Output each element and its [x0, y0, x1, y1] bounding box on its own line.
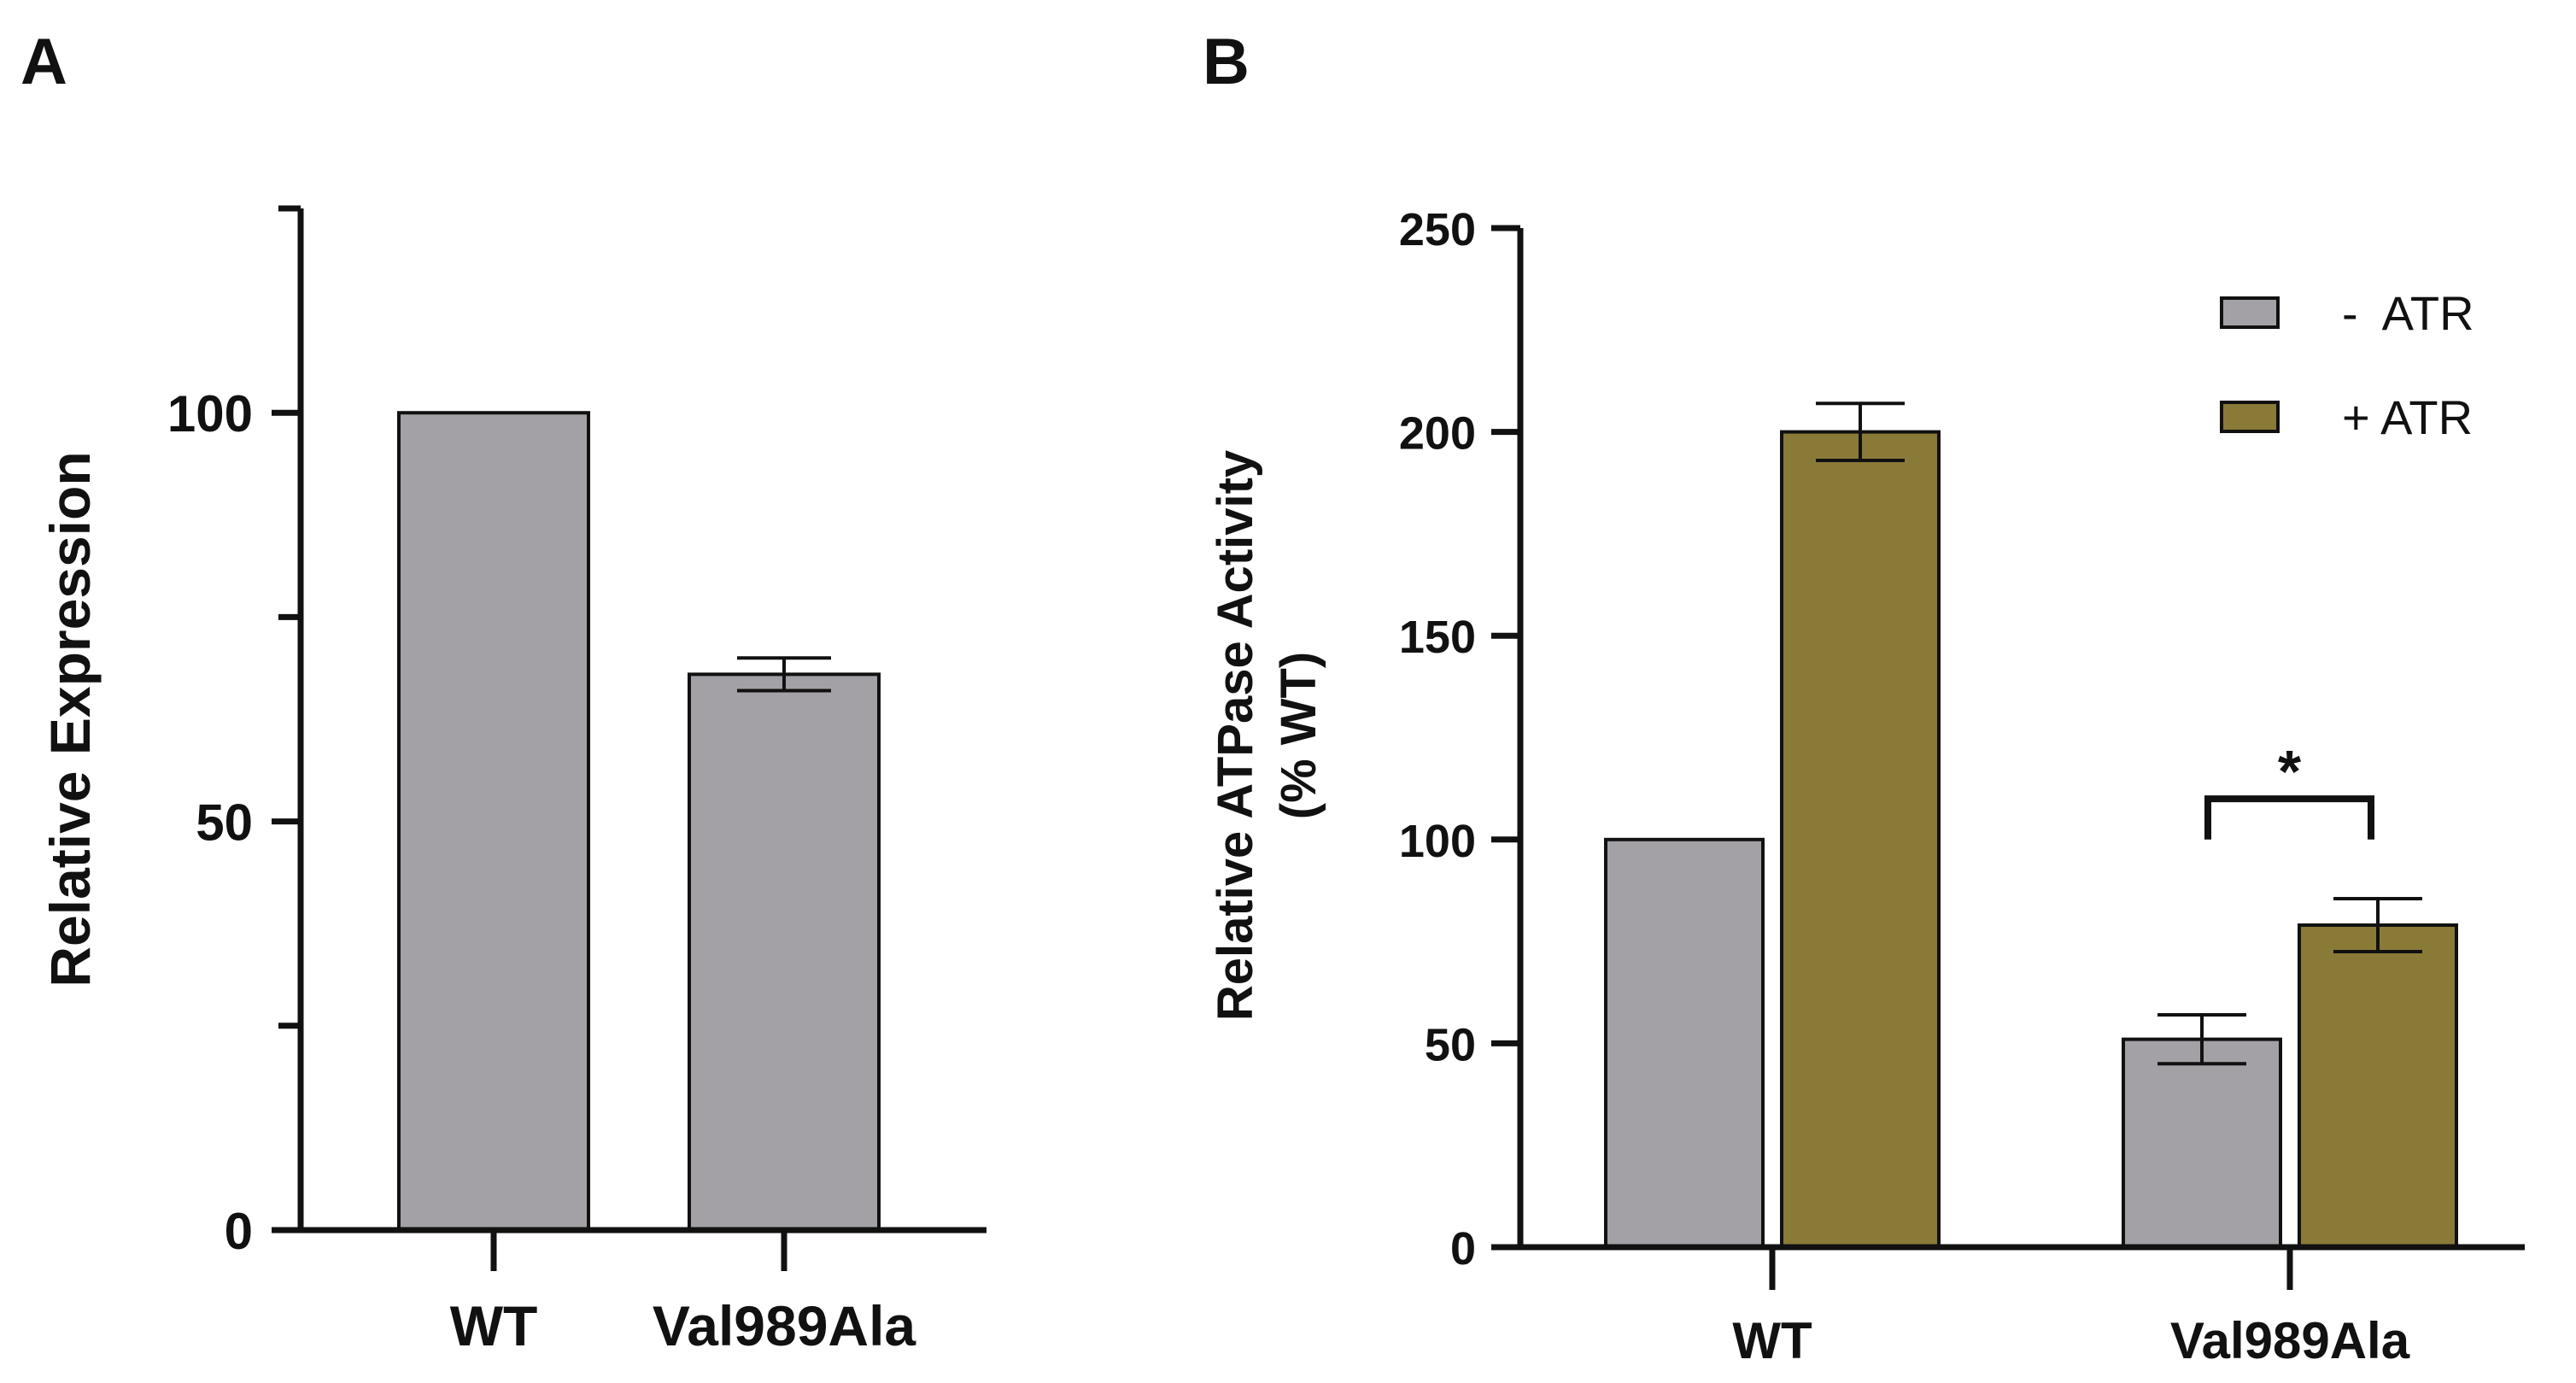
legend-label: + ATR: [2342, 390, 2473, 444]
y-tick-label: 100: [1399, 816, 1476, 867]
bar: [2122, 1037, 2282, 1250]
significance-bracket: [2204, 795, 2374, 840]
error-bar: [2157, 1012, 2246, 1066]
bar: [2298, 923, 2458, 1249]
y-tick-label: 50: [1425, 1019, 1476, 1070]
y-tick-label: 0: [225, 1203, 253, 1260]
y-axis-label-a: Relative Expression: [38, 451, 102, 987]
chart-panel-a: 0 50 100 WT Val989Ala Relative Expression: [38, 205, 986, 1357]
y-tick-label: 0: [1450, 1223, 1476, 1275]
y-tick-label: 200: [1399, 408, 1476, 460]
y-axis-label-b-units: (% WT): [1271, 652, 1326, 820]
y-tick-label: 250: [1399, 204, 1476, 255]
x-tick-label: WT: [1732, 1312, 1812, 1369]
y-tick-label: 50: [196, 794, 253, 852]
error-bar: [2333, 896, 2422, 954]
legend: - ATR + ATR: [2220, 286, 2474, 444]
error-bar: [1816, 401, 1905, 463]
x-tick-label: Val989Ala: [653, 1294, 917, 1357]
bar: [1780, 430, 1941, 1250]
y-tick-label: 150: [1399, 612, 1476, 663]
x-tick-label: WT: [450, 1294, 538, 1357]
error-bar: [737, 656, 831, 693]
bar: [1604, 837, 1765, 1249]
legend-label: - ATR: [2342, 286, 2474, 340]
bar: [688, 672, 881, 1232]
bar: [397, 411, 590, 1232]
legend-item: + ATR: [2220, 390, 2473, 444]
x-tick-label: Val989Ala: [2170, 1312, 2410, 1369]
y-axis-label-b: Relative ATPase Activity: [1208, 450, 1263, 1021]
legend-swatch: [2220, 296, 2280, 329]
panel-label-b: B: [1203, 26, 1250, 98]
panel-label-a: A: [20, 26, 67, 98]
legend-swatch: [2220, 401, 2280, 433]
significance-asterisk: *: [2278, 738, 2302, 805]
chart-panel-b: 0 50 100 150 200 250 WT Val989Ala Relative ATP…: [1208, 204, 2525, 1369]
legend-item: - ATR: [2220, 286, 2474, 340]
y-tick-label: 100: [167, 385, 253, 442]
